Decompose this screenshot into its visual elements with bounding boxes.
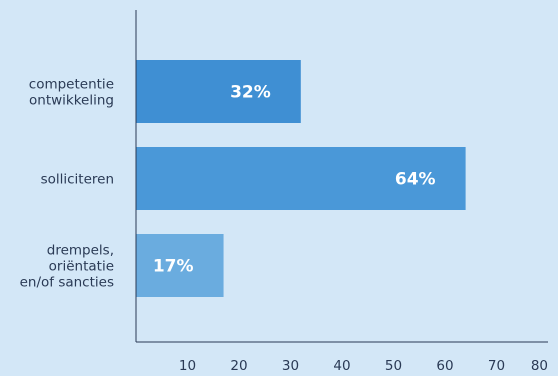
bar-1 bbox=[136, 147, 466, 210]
category-label-line: oriëntatie bbox=[49, 259, 114, 275]
category-labels: competentie ontwikkeling solliciteren dremp… bbox=[20, 77, 114, 291]
category-label-line: competentie bbox=[29, 77, 114, 93]
x-tick-label-1: 20 bbox=[230, 358, 247, 374]
x-tick-label-0: 10 bbox=[179, 358, 196, 374]
bar-0 bbox=[136, 60, 301, 123]
x-tick-label-6: 70 bbox=[488, 358, 505, 374]
category-label-line: drempels, bbox=[47, 243, 114, 259]
data-label-0: 32% bbox=[230, 83, 271, 103]
category-label-0: competentie ontwikkeling bbox=[29, 77, 114, 109]
category-label-line: en/of sancties bbox=[20, 275, 114, 291]
category-label-line: solliciteren bbox=[41, 172, 114, 188]
x-tick-labels: 10 20 30 40 50 60 70 80 bbox=[179, 358, 548, 374]
x-tick-label-2: 30 bbox=[282, 358, 299, 374]
x-tick-label-3: 40 bbox=[333, 358, 350, 374]
data-label-2: 17% bbox=[153, 257, 194, 277]
category-label-2: drempels, oriëntatie en/of sancties bbox=[20, 243, 114, 291]
x-tick-label-7: 80 bbox=[531, 358, 548, 374]
category-label-line: ontwikkeling bbox=[29, 93, 114, 109]
data-label-1: 64% bbox=[395, 170, 436, 190]
bars-group: 32% 64% 17% bbox=[136, 60, 466, 297]
x-tick-label-4: 50 bbox=[385, 358, 402, 374]
category-label-1: solliciteren bbox=[41, 172, 114, 188]
bar-2 bbox=[136, 234, 224, 297]
x-tick-label-5: 60 bbox=[436, 358, 453, 374]
